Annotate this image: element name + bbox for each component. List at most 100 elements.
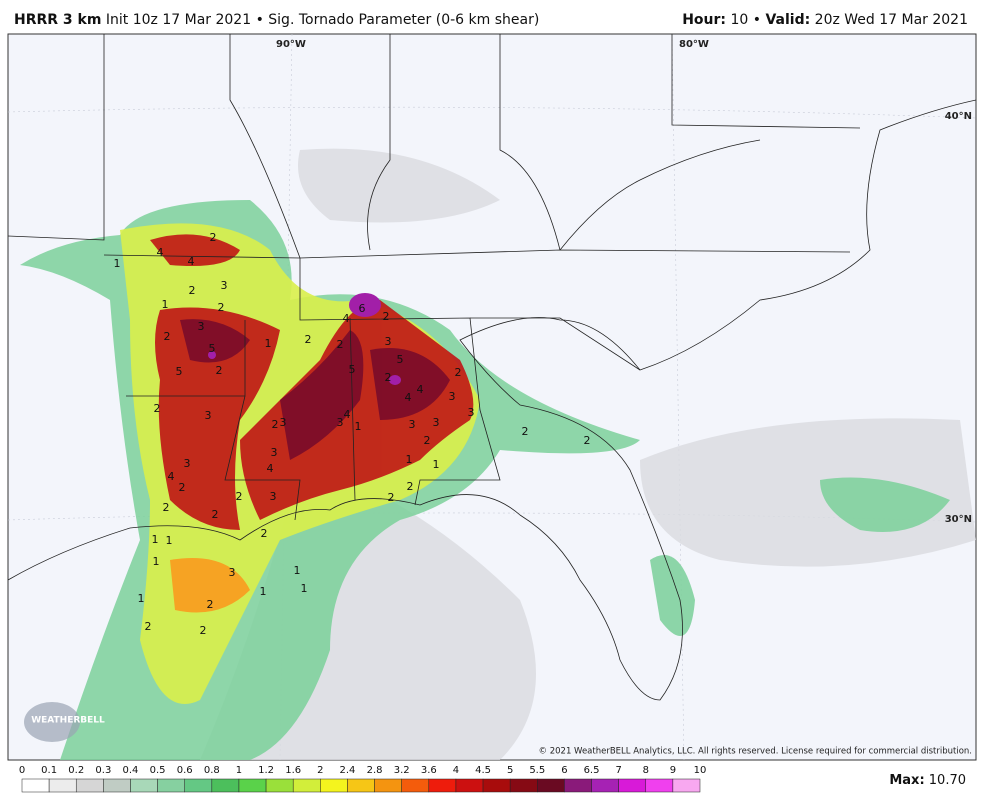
max: Max: 10.70 — [889, 773, 966, 788]
colorbar-tick-label: 0 — [19, 765, 25, 776]
colorbar-box — [428, 778, 457, 793]
colorbar-tick-label: 6 — [561, 765, 567, 776]
contour-label: 4 — [405, 391, 412, 404]
contour-label: 2 — [164, 330, 171, 343]
colorbar-box — [184, 778, 213, 793]
contour-label: 3 — [385, 335, 392, 348]
contour-label: 2 — [218, 301, 225, 314]
colorbar-box — [618, 778, 647, 793]
field-orange — [170, 558, 250, 613]
contour-label: 1 — [355, 420, 362, 433]
contour-label: 3 — [221, 279, 228, 292]
colorbar-box — [292, 778, 321, 793]
colorbar-box — [672, 778, 701, 793]
contour-label: 1 — [153, 555, 160, 568]
colorbar-box — [157, 778, 185, 793]
contour-label: 3 — [229, 566, 236, 579]
contour-label: 3 — [205, 409, 212, 422]
colorbar-box — [238, 778, 267, 793]
colorbar-tick-label: 3.6 — [421, 765, 437, 776]
graticule-label: 40°N — [945, 111, 972, 122]
contour-label: 4 — [188, 255, 195, 268]
contour-label: 2 — [388, 491, 395, 504]
contour-label: 6 — [359, 302, 366, 315]
graticule-label: 90°W — [276, 39, 306, 50]
colorbar-box — [374, 778, 402, 793]
contour-label: 3 — [449, 390, 456, 403]
hour: 10 — [730, 12, 748, 28]
logo-text: WEATHERBELL — [31, 716, 105, 726]
colorbar-tick-label: 4.5 — [475, 765, 491, 776]
graticule-labels: 90°W 80°W 40°N 30°N — [276, 39, 972, 525]
contour-label: 5 — [209, 342, 216, 355]
copyright: © 2021 WeatherBELL Analytics, LLC. All r… — [539, 747, 972, 757]
colorbar-tick-label: 5.5 — [529, 765, 545, 776]
colorbar-box — [645, 778, 674, 793]
colorbar-tick-label: 1.2 — [258, 765, 274, 776]
separator: • — [256, 12, 264, 28]
contour-label: 2 — [179, 481, 186, 494]
contour-label: 3 — [271, 446, 278, 459]
contour-label: 2 — [522, 425, 529, 438]
contour-label: 2 — [207, 598, 214, 611]
colorbar-box — [211, 778, 240, 793]
colorbar-box — [537, 778, 565, 793]
contour-label: 4 — [344, 408, 351, 421]
header-left: HRRR 3 km Init 10z 17 Mar 2021 • Sig. To… — [14, 12, 539, 28]
colorbar-tick-label: 5 — [507, 765, 513, 776]
colorbar-box — [347, 778, 375, 793]
contour-label: 3 — [433, 416, 440, 429]
contour-label: 5 — [349, 363, 356, 376]
max-label: Max: — [889, 773, 924, 788]
contour-label: 2 — [455, 366, 462, 379]
contour-label: 2 — [584, 434, 591, 447]
colorbar-tick-label: 0.1 — [41, 765, 57, 776]
colorbar-tick-label: 0.2 — [68, 765, 84, 776]
valid-label: Valid: — [765, 12, 810, 28]
contour-label: 2 — [216, 364, 223, 377]
hour-label: Hour: — [682, 12, 726, 28]
max-value: 10.70 — [929, 773, 966, 788]
graticule-label: 80°W — [679, 39, 709, 50]
colorbar-tick-label: 6.5 — [584, 765, 600, 776]
model: HRRR 3 km — [14, 12, 101, 28]
contour-label: 1 — [138, 592, 145, 605]
valid: 20z Wed 17 Mar 2021 — [815, 12, 968, 28]
colorbar-tick-label: 0.6 — [177, 765, 193, 776]
logo: WEATHERBELL — [24, 702, 105, 742]
colorbar-tick-label: 2.8 — [367, 765, 383, 776]
contour-label: 2 — [272, 418, 279, 431]
separator: • — [753, 12, 761, 28]
contour-label: 2 — [407, 480, 414, 493]
colorbar-box — [265, 778, 294, 793]
contour-label: 2 — [383, 310, 390, 323]
contour-label: 2 — [385, 371, 392, 384]
contour-label: 3 — [280, 416, 287, 429]
contour-label: 2 — [145, 620, 152, 633]
contour-label: 4 — [417, 383, 424, 396]
contour-label: 3 — [184, 457, 191, 470]
colorbar-box — [509, 778, 538, 793]
contour-label: 2 — [210, 231, 217, 244]
contour-label: 1 — [294, 564, 301, 577]
contour-label: 3 — [337, 416, 344, 429]
header-right: Hour: 10 • Valid: 20z Wed 17 Mar 2021 — [682, 12, 968, 28]
contour-label: 2 — [337, 338, 344, 351]
contour-label: 3 — [468, 406, 475, 419]
contour-label: 4 — [157, 246, 164, 259]
contour-label: 4 — [343, 312, 350, 325]
contour-label: 2 — [189, 284, 196, 297]
contour-label: 2 — [200, 624, 207, 637]
contour-label: 2 — [424, 434, 431, 447]
contour-label: 3 — [270, 490, 277, 503]
colorbar-tick-label: 9 — [670, 765, 676, 776]
contour-label: 2 — [261, 527, 268, 540]
contour-label: 2 — [305, 333, 312, 346]
contour-label: 1 — [301, 582, 308, 595]
colorbar-tick-label: 2 — [317, 765, 323, 776]
colorbar-tick-label: 1.6 — [285, 765, 301, 776]
colorbar-box — [130, 778, 158, 793]
colorbar-tick-label: 4 — [453, 765, 459, 776]
